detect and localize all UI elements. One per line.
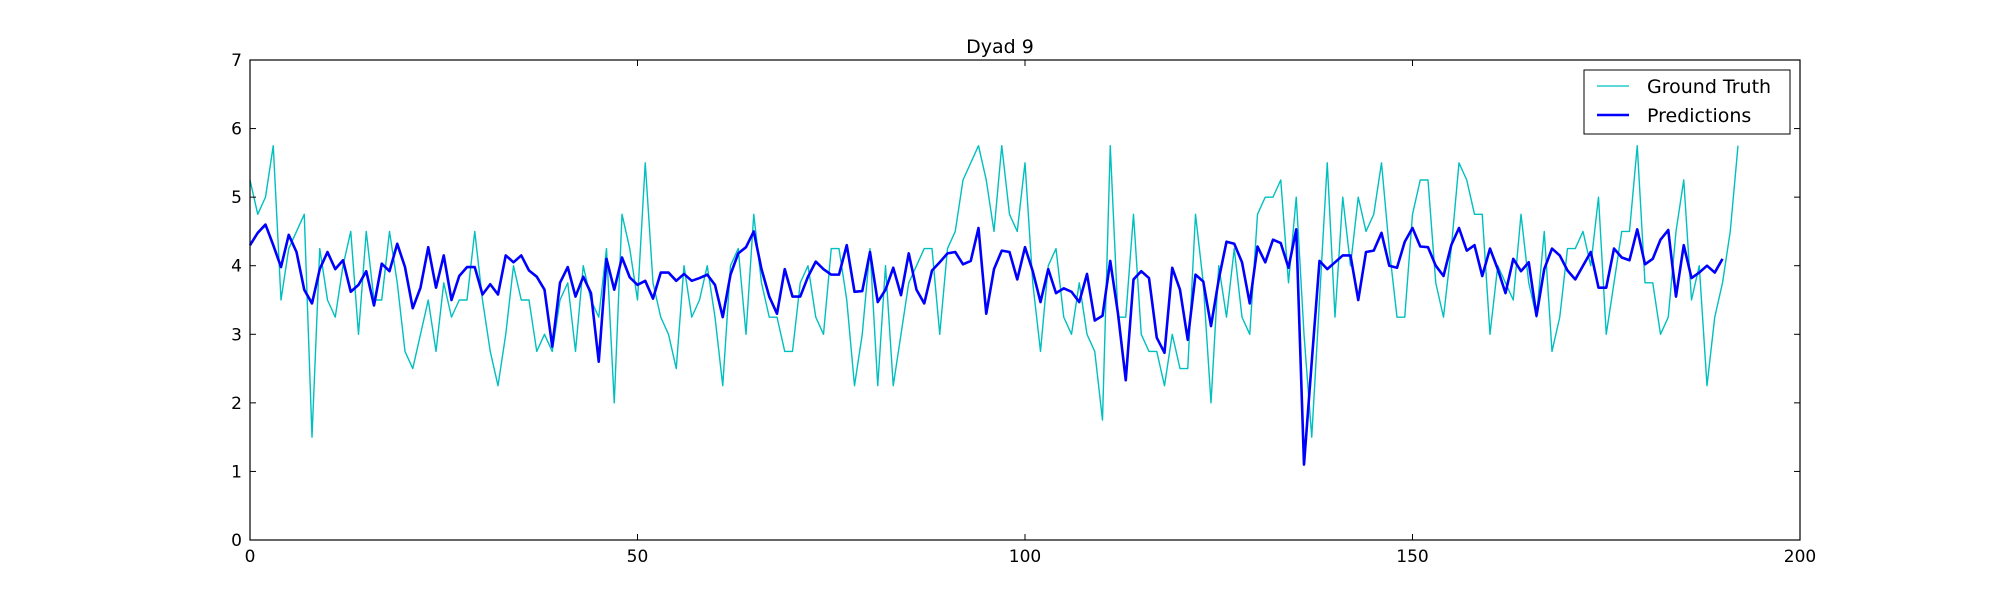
chart-title: Dyad 9 xyxy=(966,36,1034,58)
x-tick-label: 100 xyxy=(1009,547,1041,567)
series-line-predictions xyxy=(248,223,1724,466)
x-tick-label: 200 xyxy=(1784,547,1816,567)
series-line-ground-truth xyxy=(249,145,1739,438)
x-tick-label: 50 xyxy=(627,547,649,567)
plot-area-frame xyxy=(249,59,1801,541)
legend-frame xyxy=(1583,69,1791,135)
y-tick-label: 5 xyxy=(231,188,242,208)
x-tick-label: 150 xyxy=(1396,547,1428,567)
series-layer xyxy=(248,145,1739,466)
y-tick-label: 6 xyxy=(231,120,242,140)
legend-label-predictions: Predictions xyxy=(1647,105,1751,127)
y-tick-label: 3 xyxy=(231,325,242,345)
y-tick-label: 4 xyxy=(231,257,242,277)
y-tick-label: 0 xyxy=(231,531,242,551)
legend: Ground Truth Predictions xyxy=(1583,69,1791,135)
y-tick-label: 2 xyxy=(231,394,242,414)
y-tick-label: 7 xyxy=(231,51,242,71)
x-tick-label: 0 xyxy=(245,547,256,567)
y-tick-label: 1 xyxy=(231,462,242,482)
legend-label-ground-truth: Ground Truth xyxy=(1647,76,1771,98)
